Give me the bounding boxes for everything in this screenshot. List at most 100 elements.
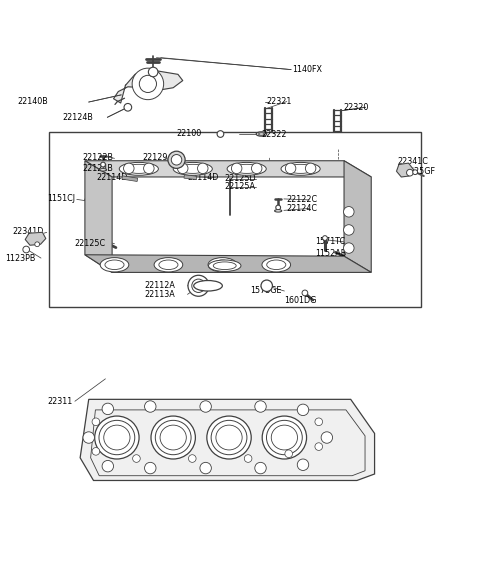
Text: 22125C: 22125C — [74, 239, 106, 248]
Circle shape — [92, 447, 100, 455]
Text: 22124C: 22124C — [287, 204, 318, 213]
Circle shape — [344, 243, 354, 253]
Text: 1123PB: 1123PB — [5, 253, 36, 262]
Circle shape — [144, 463, 156, 474]
Ellipse shape — [286, 164, 315, 174]
Ellipse shape — [211, 420, 247, 455]
Polygon shape — [85, 161, 371, 177]
Text: 22113A: 22113A — [144, 290, 175, 299]
Text: 1573GE: 1573GE — [251, 286, 282, 295]
Circle shape — [35, 242, 39, 247]
Polygon shape — [85, 255, 371, 273]
Ellipse shape — [275, 210, 282, 212]
Circle shape — [23, 246, 30, 253]
Text: 22122C: 22122C — [287, 196, 318, 205]
FancyArrow shape — [184, 175, 197, 180]
Ellipse shape — [213, 262, 236, 270]
Ellipse shape — [259, 133, 264, 135]
Ellipse shape — [207, 416, 251, 459]
Polygon shape — [396, 163, 414, 177]
Ellipse shape — [271, 425, 298, 450]
Circle shape — [200, 463, 211, 474]
Text: 1151CJ: 1151CJ — [47, 194, 75, 203]
Circle shape — [315, 443, 323, 450]
Ellipse shape — [99, 420, 135, 455]
Circle shape — [171, 155, 182, 165]
Circle shape — [244, 455, 252, 463]
Ellipse shape — [124, 164, 154, 174]
Bar — [49, 132, 421, 307]
Circle shape — [255, 463, 266, 474]
Text: 22129: 22129 — [143, 153, 168, 162]
Circle shape — [276, 205, 281, 210]
Circle shape — [102, 403, 114, 415]
Circle shape — [217, 131, 224, 137]
Circle shape — [123, 163, 134, 174]
Circle shape — [297, 404, 309, 415]
FancyArrow shape — [122, 176, 138, 182]
Text: 1152AB: 1152AB — [315, 249, 347, 258]
Ellipse shape — [213, 260, 232, 270]
Text: 22124B: 22124B — [83, 164, 113, 173]
Circle shape — [83, 432, 95, 443]
Ellipse shape — [105, 260, 124, 270]
Ellipse shape — [208, 260, 241, 271]
Text: 22124B: 22124B — [62, 113, 93, 122]
Text: 22114D: 22114D — [188, 174, 219, 183]
Circle shape — [323, 235, 327, 241]
Circle shape — [92, 418, 100, 425]
Circle shape — [315, 418, 323, 425]
Ellipse shape — [262, 257, 290, 272]
Ellipse shape — [262, 416, 307, 459]
Polygon shape — [344, 161, 371, 273]
Ellipse shape — [95, 416, 139, 459]
Polygon shape — [114, 70, 183, 103]
Text: 22114D: 22114D — [97, 174, 128, 183]
Ellipse shape — [256, 132, 267, 136]
Ellipse shape — [160, 425, 186, 450]
Circle shape — [178, 163, 188, 174]
Ellipse shape — [100, 257, 129, 272]
Text: 22125A: 22125A — [225, 183, 256, 192]
Circle shape — [344, 225, 354, 235]
Ellipse shape — [104, 425, 130, 450]
Ellipse shape — [227, 162, 266, 175]
Text: 1601DG: 1601DG — [284, 296, 317, 305]
Polygon shape — [80, 400, 374, 481]
Text: 22122B: 22122B — [83, 153, 113, 162]
Ellipse shape — [178, 164, 207, 174]
Text: 22341C: 22341C — [397, 157, 428, 166]
Circle shape — [321, 432, 333, 443]
Circle shape — [285, 163, 296, 174]
Text: 22341D: 22341D — [12, 228, 43, 237]
Circle shape — [188, 275, 209, 296]
Text: 1571TC: 1571TC — [315, 237, 346, 246]
Ellipse shape — [194, 280, 222, 291]
Text: 1125GF: 1125GF — [404, 167, 435, 176]
Circle shape — [148, 67, 158, 77]
Circle shape — [200, 401, 211, 413]
Circle shape — [198, 163, 208, 174]
Text: 1140FX: 1140FX — [292, 65, 323, 74]
Circle shape — [144, 163, 154, 174]
Text: 22311: 22311 — [47, 397, 72, 406]
Ellipse shape — [99, 169, 107, 171]
Polygon shape — [25, 232, 46, 245]
Circle shape — [231, 163, 242, 174]
Ellipse shape — [232, 164, 262, 174]
Ellipse shape — [154, 257, 183, 272]
Circle shape — [344, 207, 354, 217]
Text: 22321: 22321 — [266, 97, 292, 106]
Ellipse shape — [281, 162, 320, 175]
Circle shape — [132, 455, 140, 463]
Ellipse shape — [216, 425, 242, 450]
Circle shape — [124, 103, 132, 111]
Ellipse shape — [267, 260, 286, 270]
Ellipse shape — [156, 420, 191, 455]
Text: 22100: 22100 — [176, 129, 201, 138]
Circle shape — [139, 75, 156, 93]
Circle shape — [132, 68, 164, 99]
Circle shape — [252, 163, 262, 174]
Circle shape — [285, 450, 292, 457]
Circle shape — [302, 290, 308, 296]
